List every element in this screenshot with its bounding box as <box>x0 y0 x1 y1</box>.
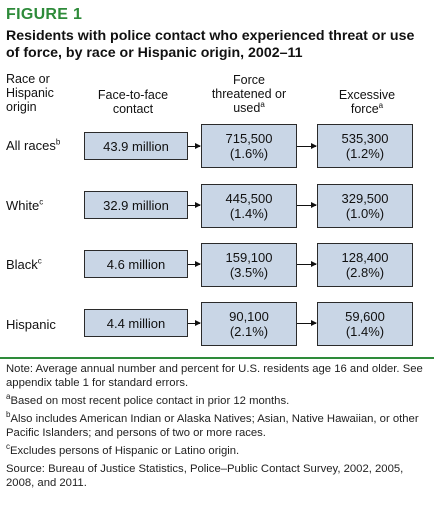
arrow <box>297 202 317 208</box>
note-main: Note: Average annual number and percent … <box>6 363 423 389</box>
arrow <box>188 320 201 326</box>
force-count: 715,500 <box>225 131 273 146</box>
row-label-all-races: All racesb <box>6 138 60 153</box>
figure-label: FIGURE 1 <box>6 6 83 23</box>
excessive-count: 329,500 <box>341 191 389 206</box>
column-header-force-line1: Force <box>233 73 265 87</box>
column-header-force-line2: threatened or <box>211 87 287 101</box>
excessive-percent: (1.0%) <box>345 206 385 221</box>
column-header-force-line3: useda <box>194 99 304 115</box>
note-b-text: Also includes American Indian or Alaska … <box>6 413 419 439</box>
column-header-force: Force threatened or useda <box>194 73 304 115</box>
contact-box-black: 4.6 million <box>84 250 188 278</box>
row-label-white: Whitec <box>6 198 43 213</box>
excessive-percent: (1.4%) <box>345 324 385 339</box>
arrow <box>297 143 317 149</box>
force-count: 90,100 <box>229 309 269 324</box>
excessive-percent: (1.2%) <box>345 146 385 161</box>
excessive-count: 535,300 <box>341 131 389 146</box>
column-header-excessive-line1: Excessive <box>338 88 396 102</box>
arrow <box>297 261 317 267</box>
note-a: aBased on most recent police contact in … <box>6 392 430 408</box>
note-b: bAlso includes American Indian or Alaska… <box>6 410 430 440</box>
column-header-contact: Face-to-face contact <box>78 88 188 116</box>
figure-title: Residents with police contact who experi… <box>6 28 415 61</box>
excessive-count: 59,600 <box>345 309 385 324</box>
force-box-black: 159,100 (3.5%) <box>201 243 297 287</box>
row-label-text: White <box>6 198 40 213</box>
force-percent: (1.4%) <box>229 206 269 221</box>
column-header-excessive: Excessive forcea <box>312 88 422 116</box>
contact-box-white: 32.9 million <box>84 191 188 219</box>
note-c-text: Excludes persons of Hispanic or Latino o… <box>10 445 240 457</box>
footnote-mark-b: b <box>6 410 11 420</box>
force-box-hispanic: 90,100 (2.1%) <box>201 302 297 346</box>
column-header-contact-line2: contact <box>112 102 154 116</box>
contact-box-hispanic: 4.4 million <box>84 309 188 337</box>
footnote-mark-a: a <box>6 392 11 402</box>
column-header-race-line1: Race or <box>6 72 50 86</box>
row-label-text: All races <box>6 138 56 153</box>
excessive-percent: (2.8%) <box>345 265 385 280</box>
note-c: cExcludes persons of Hispanic or Latino … <box>6 442 430 458</box>
footnote-mark-a: a <box>378 100 384 110</box>
force-percent: (1.6%) <box>229 146 269 161</box>
note-source: Source: Bureau of Justice Statistics, Po… <box>6 463 404 489</box>
column-header-race-line2: Hispanic <box>6 86 54 100</box>
arrow <box>188 261 201 267</box>
footnote-mark-b: b <box>55 137 61 147</box>
force-count: 445,500 <box>225 191 273 206</box>
force-box-white: 445,500 (1.4%) <box>201 184 297 228</box>
divider <box>0 357 434 359</box>
excessive-count: 128,400 <box>341 250 389 265</box>
excessive-box-white: 329,500 (1.0%) <box>317 184 413 228</box>
note-a-text: Based on most recent police contact in p… <box>10 395 290 407</box>
excessive-box-black: 128,400 (2.8%) <box>317 243 413 287</box>
column-header-race: Race or Hispanic origin <box>6 72 54 114</box>
column-header-force-line3-text: used <box>233 101 261 115</box>
arrow <box>188 202 201 208</box>
row-label-hispanic: Hispanic <box>6 317 56 332</box>
force-percent: (3.5%) <box>229 265 269 280</box>
column-header-race-line3: origin <box>6 100 37 114</box>
arrow <box>297 320 317 326</box>
excessive-box-all-races: 535,300 (1.2%) <box>317 124 413 168</box>
force-percent: (2.1%) <box>229 324 269 339</box>
column-header-contact-line1: Face-to-face <box>97 88 169 102</box>
row-label-black: Blackc <box>6 257 42 272</box>
column-header-excessive-line2-text: force <box>350 102 379 116</box>
force-box-all-races: 715,500 (1.6%) <box>201 124 297 168</box>
arrow <box>188 143 201 149</box>
notes: Note: Average annual number and percent … <box>6 362 430 494</box>
footnote-mark-c: c <box>39 197 44 207</box>
footnote-mark-c: c <box>37 256 42 266</box>
row-label-text: Black <box>6 257 38 272</box>
excessive-box-hispanic: 59,600 (1.4%) <box>317 302 413 346</box>
footnote-mark-a: a <box>260 99 265 109</box>
contact-box-all-races: 43.9 million <box>84 132 188 160</box>
column-header-excessive-line2: forcea <box>312 100 422 116</box>
footnote-mark-c: c <box>6 442 10 452</box>
force-count: 159,100 <box>225 250 273 265</box>
